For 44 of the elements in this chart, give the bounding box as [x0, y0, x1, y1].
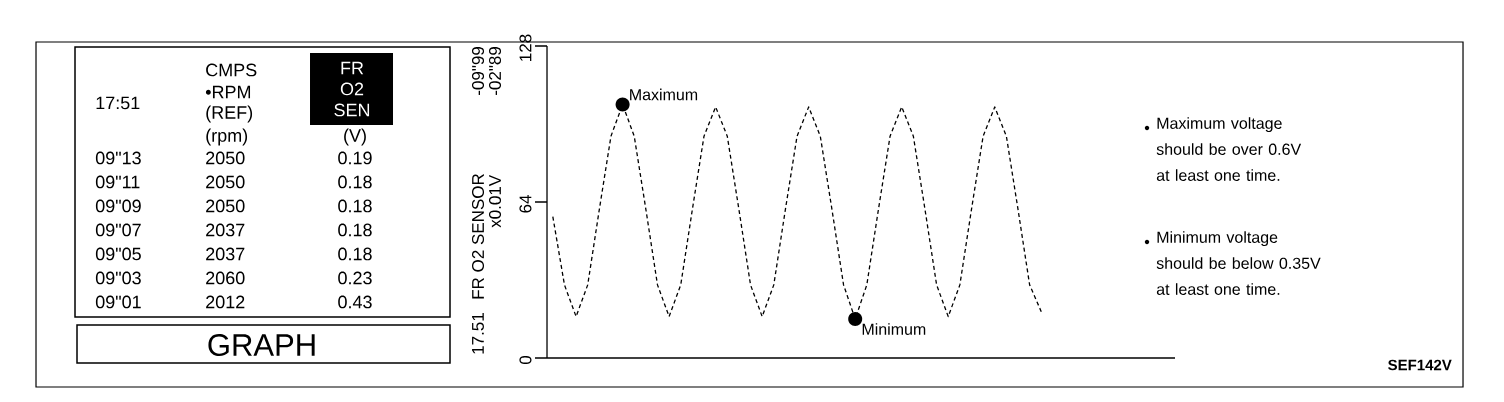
- text: 09"13: [95, 151, 141, 165]
- text: 2050: [206, 175, 245, 189]
- text: 09"07: [95, 223, 141, 237]
- text: (rpm): [206, 128, 248, 146]
- text: 0.18: [338, 247, 372, 261]
- text: 0.18: [338, 223, 372, 237]
- text: 17:51: [96, 96, 140, 110]
- text: x0.01V: [488, 174, 502, 228]
- text: -09"99: [471, 47, 485, 95]
- annotation: Minimum: [862, 323, 926, 335]
- y-tick-label: 128: [519, 34, 532, 61]
- y-tick-label: 64: [519, 195, 532, 213]
- text: (REF): [206, 105, 253, 123]
- text: 09"09: [95, 199, 141, 213]
- text: Maximum voltage should be over 0.6V at least one time.: [1156, 117, 1302, 181]
- text: SEF142V: [1388, 359, 1452, 371]
- text: 0.23: [338, 271, 372, 285]
- text: 2037: [206, 247, 245, 261]
- text: •RPM: [205, 85, 251, 99]
- text: 09"03: [95, 271, 141, 285]
- text: 09"11: [95, 175, 140, 189]
- text: 17.51: [472, 313, 484, 354]
- text: (V): [344, 128, 366, 146]
- text: 0.18: [338, 175, 372, 189]
- text: 2050: [206, 151, 245, 165]
- text: 2012: [206, 295, 245, 309]
- y-tick-label: 0: [519, 355, 532, 365]
- text: O2: [340, 82, 364, 96]
- text: 0.19: [338, 151, 372, 165]
- text: Minimum voltage should be below 0.35V at least one time.: [1156, 231, 1321, 295]
- text: FR: [341, 61, 364, 75]
- text: 0.18: [338, 199, 372, 213]
- text: 0.43: [338, 295, 372, 309]
- text: 2037: [206, 223, 245, 237]
- text: GRAPH: [208, 334, 315, 356]
- text: -02"89: [488, 47, 502, 95]
- annotation: Maximum: [630, 88, 698, 101]
- y-axis-title: FR O2 SENSOR: [471, 174, 485, 299]
- text: SEN: [334, 103, 370, 117]
- text: 09"05: [95, 247, 141, 261]
- text: CMPS: [206, 63, 257, 77]
- text: 2060: [206, 271, 245, 285]
- text: 09"01: [95, 295, 141, 309]
- text: 2050: [206, 199, 245, 213]
